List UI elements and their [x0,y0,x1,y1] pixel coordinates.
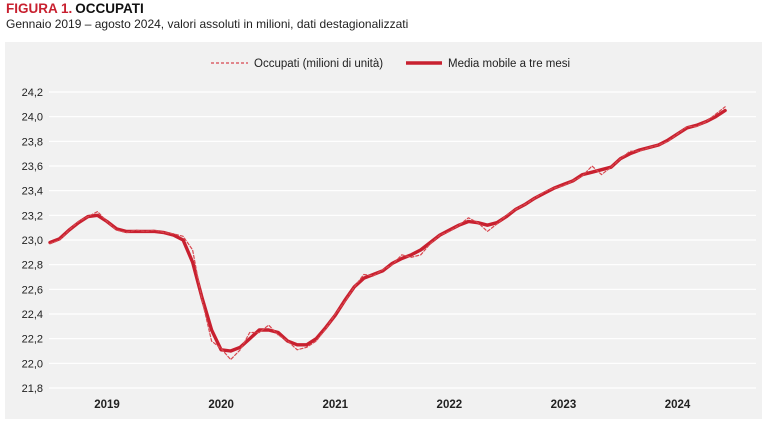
series-line-occupati [49,106,726,361]
y-tick-label: 23,8 [22,136,43,148]
legend: Occupati (milioni di unità) Media mobile… [211,58,570,70]
y-tick-label: 22,4 [22,309,43,321]
y-tick-label: 22,2 [22,334,43,346]
series-lines [48,106,727,361]
chart-area: 21,8 22,0 22,2 22,4 22,6 22,8 23,0 23,2 23,4 23,6… [5,42,762,419]
legend-label-media-mobile: Media mobile a tre mesi [448,58,570,70]
figure-label: FIGURA 1. [6,1,73,16]
y-tick-label: 22,0 [22,358,43,370]
x-tick-label: 2023 [551,399,577,411]
figure-name: OCCUPATI [75,1,144,16]
y-tick-label: 22,8 [22,260,43,272]
y-tick-label: 23,6 [22,161,43,173]
x-tick-label: 2019 [94,399,120,411]
x-tick-label: 2022 [437,399,463,411]
y-tick-label: 22,6 [22,284,43,296]
y-axis-ticks: 21,8 22,0 22,2 22,4 22,6 22,8 23,0 23,2 23,4 23,6… [22,87,43,395]
x-axis-ticks: 2019 2020 2021 2022 2023 2024 [94,399,691,411]
y-tick-label: 21,8 [22,383,43,395]
y-tick-label: 23,2 [22,210,43,222]
x-tick-label: 2020 [208,399,234,411]
legend-label-occupati: Occupati (milioni di unità) [254,58,383,70]
y-tick-label: 24,0 [22,112,43,124]
figure-title: FIGURA 1. OCCUPATI [6,0,408,17]
gridlines [49,91,756,389]
y-tick-label: 24,2 [22,87,43,99]
x-tick-label: 2024 [665,399,691,411]
figure-header: FIGURA 1. OCCUPATI Gennaio 2019 – agosto … [6,0,408,32]
y-tick-label: 23,0 [22,235,43,247]
x-tick-label: 2021 [322,399,348,411]
y-tick-label: 23,4 [22,186,43,198]
figure-subtitle: Gennaio 2019 – agosto 2024, valori assol… [6,17,409,31]
line-chart: 21,8 22,0 22,2 22,4 22,6 22,8 23,0 23,2 23,4 23,6… [22,58,756,411]
